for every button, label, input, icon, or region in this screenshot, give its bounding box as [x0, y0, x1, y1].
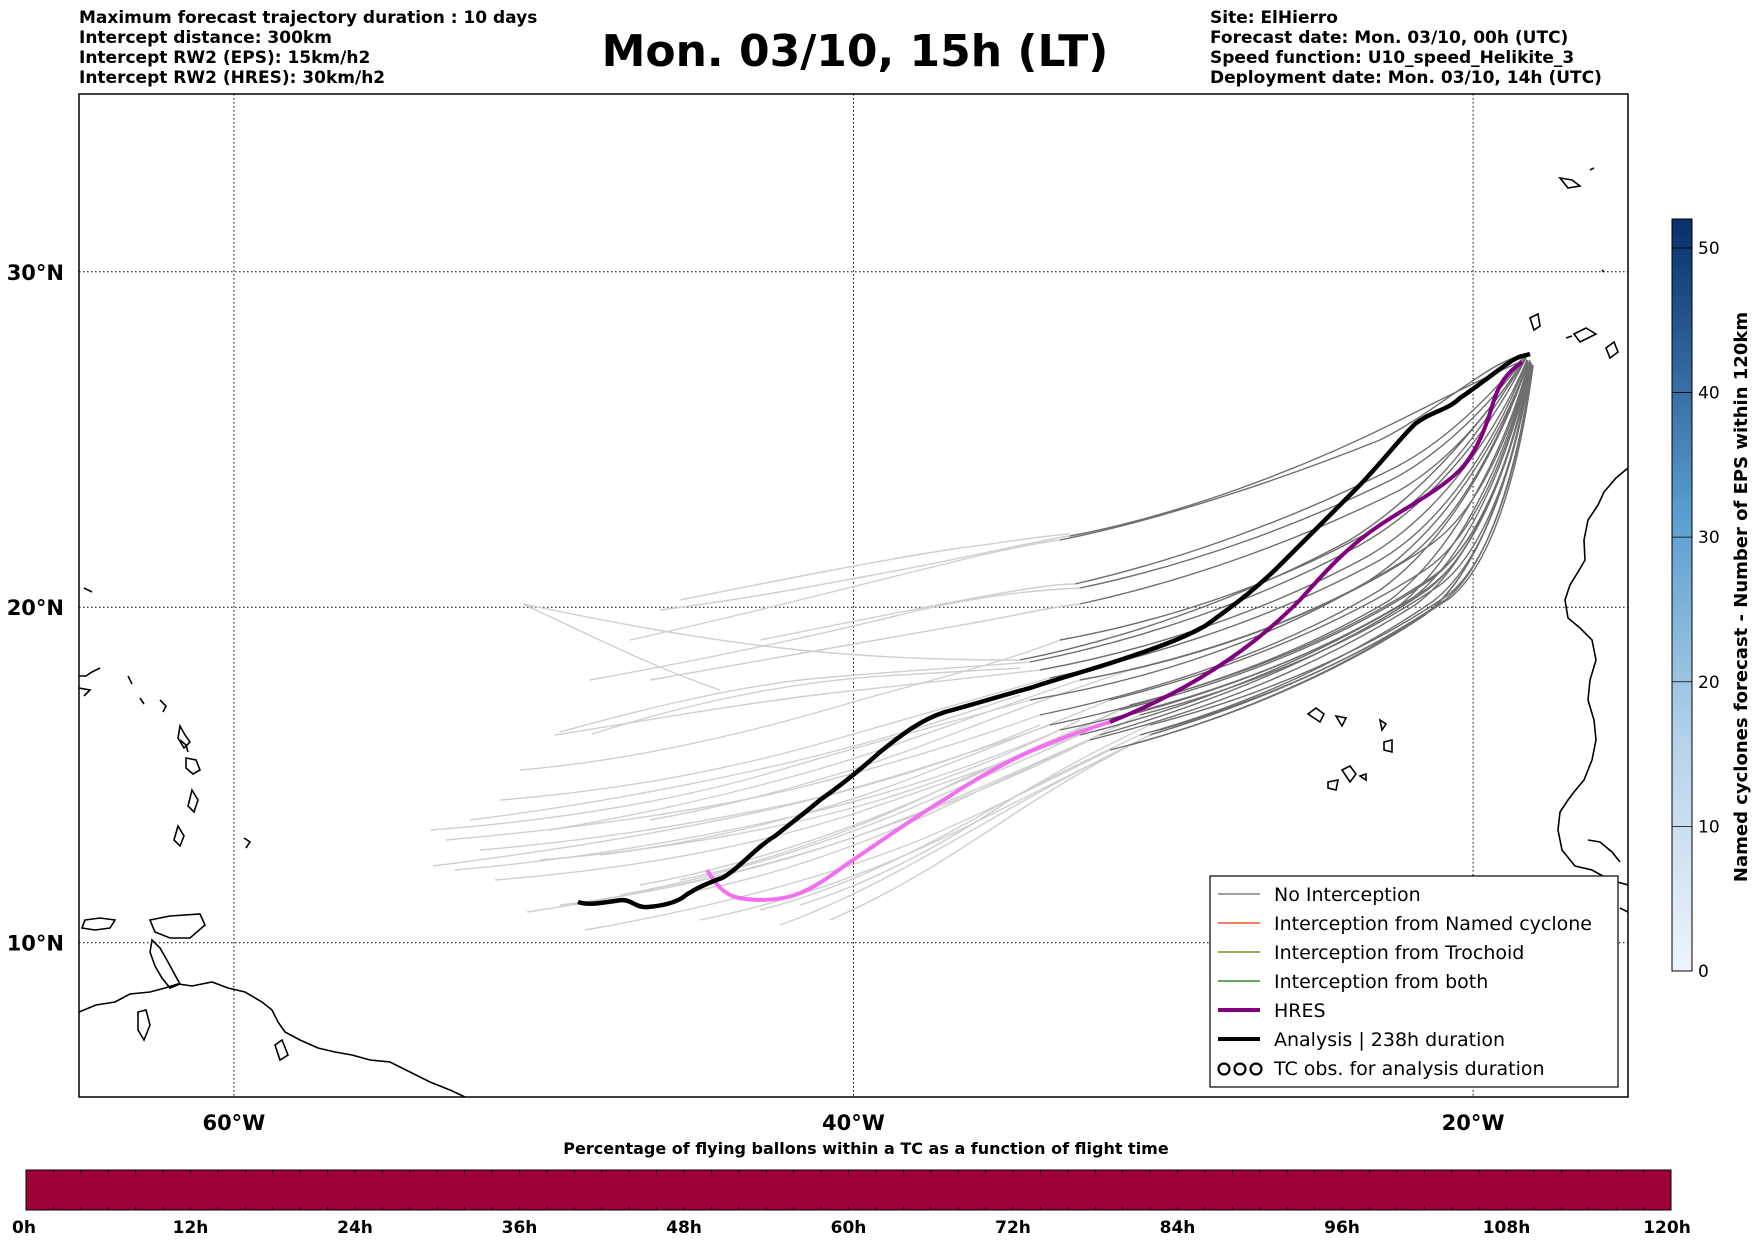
hres-trajectory	[1109, 360, 1524, 724]
longitude-label: 40°W	[822, 1111, 885, 1135]
colorbar-right: 0 10 20 30 40 50 Named cyclones forecast - Nu…	[1671, 218, 1752, 982]
latitude-label: 30°N	[7, 261, 64, 285]
header-right-line: Forecast date: Mon. 03/10, 00h (UTC)	[1210, 28, 1569, 48]
legend-label: Analysis | 238h duration	[1274, 1029, 1505, 1051]
legend-item: No Interception	[1218, 884, 1421, 906]
legend-label: TC obs. for analysis duration	[1273, 1058, 1545, 1080]
legend-item: TC obs. for analysis duration	[1217, 1058, 1545, 1080]
colorbar-bottom-tick-label: 12h	[173, 1218, 209, 1238]
latitude-label: 20°N	[7, 596, 64, 620]
tc-obs-symbol-icon	[1217, 1062, 1231, 1076]
header-right-line: Speed function: U10_speed_Helikite_3	[1210, 48, 1575, 68]
tc-obs-symbol-icon	[1249, 1062, 1263, 1076]
colorbar-bottom-tick-label: 96h	[1324, 1218, 1360, 1238]
analysis-trajectory	[577, 351, 1531, 910]
header-right-line: Deployment date: Mon. 03/10, 14h (UTC)	[1210, 68, 1602, 88]
legend-item: Analysis | 238h duration	[1218, 1029, 1505, 1051]
colorbar-bottom-title: Percentage of flying ballons within a TC…	[563, 1139, 1169, 1158]
colorbar-right-tick-label: 0	[1698, 962, 1709, 982]
longitude-label: 20°W	[1442, 1111, 1505, 1135]
colorbar-right-tick-label: 10	[1698, 817, 1720, 837]
longitude-label: 60°W	[202, 1111, 265, 1135]
header-info-left: Maximum forecast trajectory duration : 1…	[79, 8, 537, 88]
colorbar-bottom: Percentage of flying ballons within a TC…	[12, 1139, 1691, 1238]
map-area	[79, 94, 1628, 1097]
legend-label: No Interception	[1274, 884, 1421, 906]
tc-obs-symbol-icon	[1233, 1062, 1247, 1076]
colorbar-right-tick-label: 50	[1698, 239, 1720, 259]
latitude-label: 10°N	[7, 932, 64, 956]
colorbar-bottom-tick-label: 48h	[666, 1218, 702, 1238]
header-left-line: Intercept distance: 300km	[79, 28, 332, 48]
colorbar-bottom-tick-label: 84h	[1160, 1218, 1196, 1238]
colorbar-right-label: Named cyclones forecast - Number of EPS …	[1731, 312, 1752, 882]
map-title: Mon. 03/10, 15h (LT)	[601, 26, 1109, 77]
graticule	[79, 94, 1628, 1097]
legend-label: Interception from both	[1274, 971, 1488, 993]
legend-item: HRES	[1218, 1000, 1326, 1022]
header-left-line: Maximum forecast trajectory duration : 1…	[79, 8, 538, 28]
colorbar-right-tick-label: 40	[1698, 384, 1720, 404]
colorbar-right-tick-label: 30	[1698, 528, 1720, 548]
colorbar-bottom-tick-label: 108h	[1483, 1218, 1531, 1238]
colorbar-right-tick-label: 20	[1698, 673, 1720, 693]
eps-trajectories	[430, 354, 1534, 931]
coastline	[79, 167, 1628, 1097]
colorbar-bottom-tick-label: 0h	[12, 1218, 36, 1238]
colorbar-bottom-tick-label: 60h	[831, 1218, 867, 1238]
colorbar-bottom-tick-label: 36h	[502, 1218, 538, 1238]
legend-item: Interception from both	[1218, 971, 1488, 993]
hres-trajectory	[705, 720, 1111, 902]
legend-item: Interception from Named cyclone	[1218, 913, 1592, 935]
colorbar-bottom-tick-label: 72h	[995, 1218, 1031, 1238]
header-right-line: Site: ElHierro	[1210, 8, 1338, 28]
header-left-line: Intercept RW2 (EPS): 15km/h2	[79, 48, 371, 68]
legend-label: HRES	[1274, 1000, 1326, 1022]
colorbar-bottom-tick-label: 120h	[1643, 1218, 1691, 1238]
legend-label: Interception from Trochoid	[1274, 942, 1524, 964]
colorbar-bottom-tick-label: 24h	[337, 1218, 373, 1238]
graticule-labels: 30°N 20°N 10°N 60°W 40°W 20°W	[7, 261, 1505, 1135]
header-info-right: Site: ElHierro Forecast date: Mon. 03/10…	[1210, 8, 1602, 88]
header-left-line: Intercept RW2 (HRES): 30km/h2	[79, 68, 386, 88]
legend-item: Interception from Trochoid	[1218, 942, 1524, 964]
legend: No Interception Interception from Named c…	[1209, 875, 1619, 1088]
map-frame	[78, 93, 1629, 1098]
legend-label: Interception from Named cyclone	[1274, 913, 1592, 935]
